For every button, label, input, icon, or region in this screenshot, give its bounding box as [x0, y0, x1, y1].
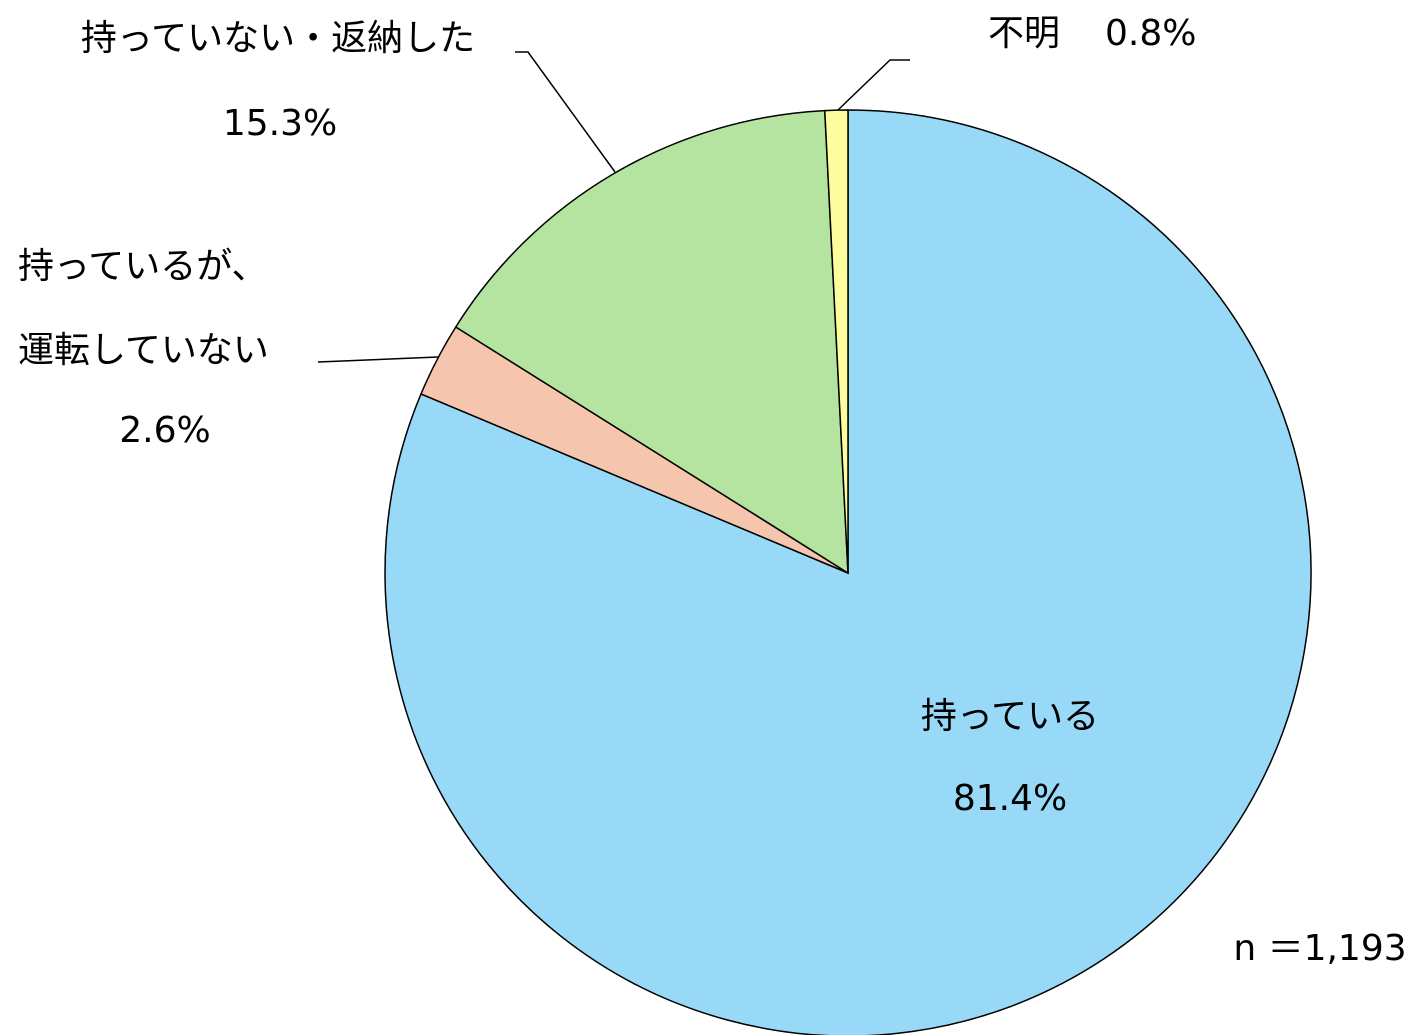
pie-slice: [454, 109, 849, 575]
slice-label: 不明: [988, 13, 1060, 54]
note: n ＝1,193: [1233, 928, 1406, 969]
pie-slice: [384, 109, 1312, 1035]
value-label: 81.4%: [953, 778, 1067, 819]
leader-line: [515, 51, 616, 173]
value-label: 15.3%: [223, 103, 337, 144]
pie-slice: [823, 109, 849, 574]
leader-line: [317, 356, 439, 363]
slice-label: 持っている: [921, 696, 1099, 737]
value-label: 2.6%: [119, 410, 210, 451]
slice-label: 持っていない・返納した: [81, 18, 475, 59]
value-label: 0.8%: [1105, 13, 1196, 54]
slice-label: 持っているが、運転していない: [18, 246, 269, 371]
leader-line: [837, 59, 910, 111]
